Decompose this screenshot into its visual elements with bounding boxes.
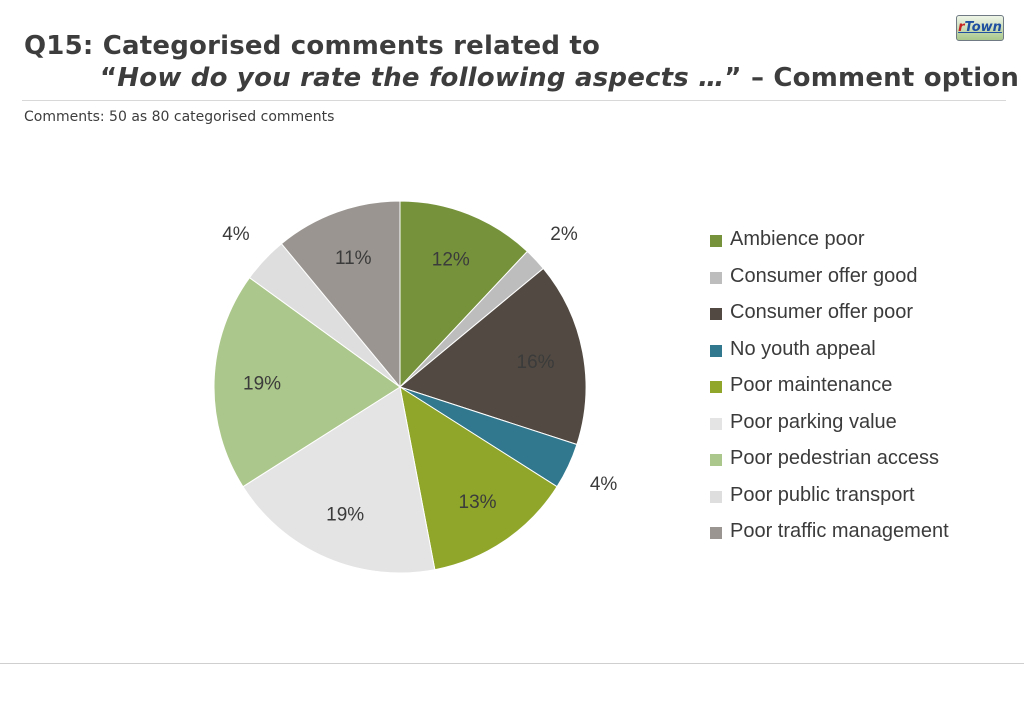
legend-label: Poor traffic management [730,520,949,542]
title-question-quote: How do you rate the following aspects … [117,63,725,93]
legend-swatch [710,454,722,466]
slice-label-no-youth-appeal: 4% [590,474,618,495]
pie-slice-ambience-poor [399,200,529,389]
legend-label: Poor public transport [730,483,915,506]
title-suffix: ” – Comment option [724,63,1020,93]
legend-swatch [710,271,722,284]
legend-swatch [710,344,722,357]
header-divider [22,100,1006,101]
title-open-quote: “ [100,63,118,93]
logo-word-town: Town [964,20,1002,35]
slice-label-poor-parking-value: 19% [326,505,364,526]
legend-label: Consumer offer good [730,264,918,287]
slice-label-ambience-poor: 12% [432,250,470,271]
page-title-line-1: Q15: Categorised comments related to [24,31,601,61]
pie-slice-poor-pedestrian-access [213,276,401,488]
rtown-logo: rTown [956,15,1004,41]
legend-swatch [710,235,722,247]
legend-swatch [710,527,722,539]
legend-label: No youth appeal [730,337,876,360]
legend-label: Ambience poor [730,228,865,250]
footer-divider [0,663,1024,664]
comments-count-subtitle: Comments: 50 as 80 categorised comments [24,109,335,125]
slice-label-poor-pedestrian-access: 19% [243,374,281,395]
legend-swatch [710,381,722,393]
legend-swatch [710,417,722,430]
legend-label: Consumer offer poor [730,301,914,323]
legend-swatch [710,490,722,503]
logo-letter-r: r [958,20,965,35]
slice-label-poor-traffic-management: 11% [335,248,372,269]
legend-label: Poor maintenance [730,374,893,396]
slice-label-poor-maintenance: 13% [459,492,497,513]
pie-slice-poor-maintenance [399,385,558,571]
slice-label-consumer-offer-good: 2% [550,224,578,245]
legend-swatch [710,308,722,320]
slice-label-consumer-offer-poor: 16% [517,352,555,373]
slice-label-poor-public-transport: 4% [222,224,250,245]
pie-slice-poor-traffic-management [280,200,401,389]
legend-label: Poor parking value [730,410,897,433]
pie-slice-consumer-offer-poor [398,267,587,446]
legend-label: Poor pedestrian access [730,447,940,469]
page-title-line-2: “How do you rate the following aspects …… [100,63,1019,93]
pie-slice-poor-parking-value [242,386,436,574]
